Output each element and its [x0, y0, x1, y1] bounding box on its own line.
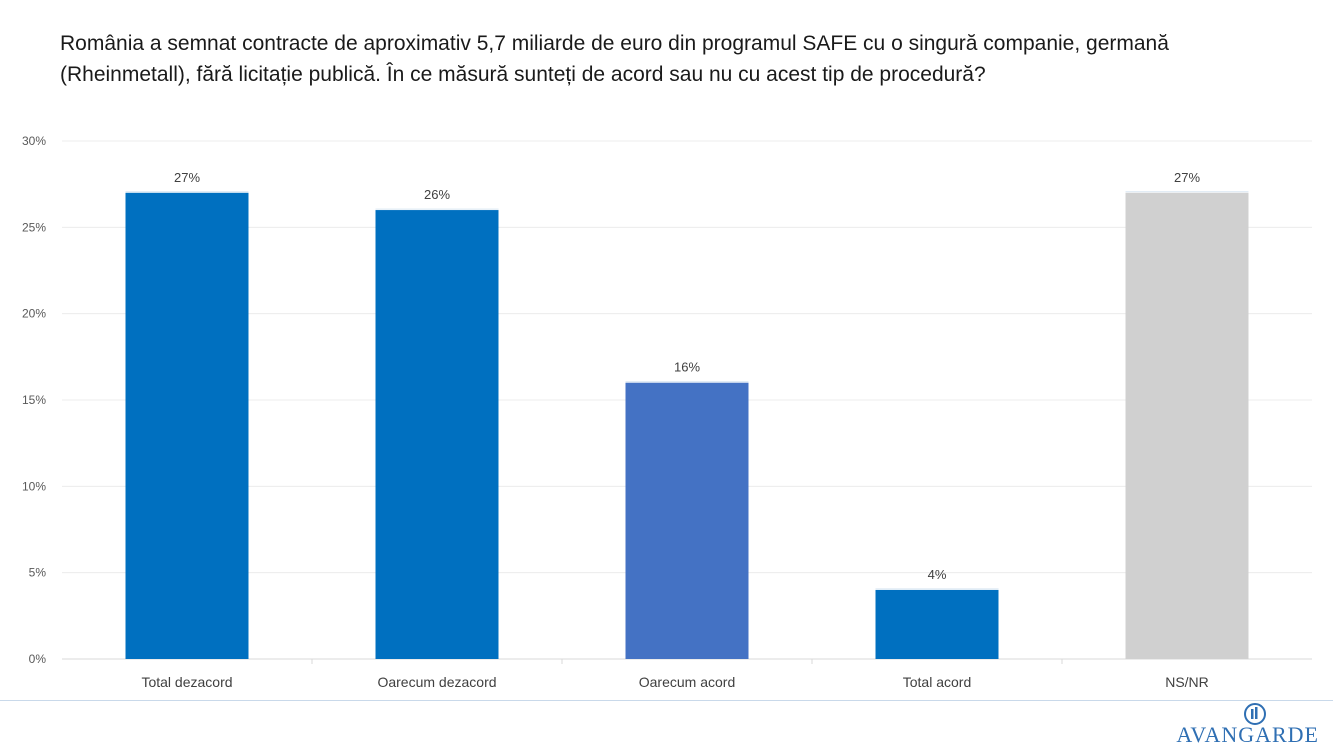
avangarde-logo: AVANGARDE — [1169, 702, 1319, 748]
bar — [875, 589, 999, 659]
data-label: 16% — [674, 360, 700, 375]
y-tick-label: 15% — [22, 393, 46, 407]
bars: 27% 26% 16% 4% 27% — [125, 170, 1249, 660]
y-tick-label: 5% — [29, 566, 47, 580]
x-tick-label: Oarecum dezacord — [377, 674, 496, 690]
bar — [1125, 192, 1249, 660]
data-label: 26% — [424, 187, 450, 202]
avangarde-logo-icon — [1244, 703, 1266, 725]
data-label: 27% — [174, 170, 200, 185]
bar — [125, 192, 249, 660]
chart-title: România a semnat contracte de aproximati… — [60, 32, 1169, 86]
bar — [375, 210, 499, 660]
gridlines — [62, 140, 1312, 660]
data-label: 4% — [928, 567, 947, 582]
x-tick-label: Oarecum acord — [639, 674, 735, 690]
data-label: 27% — [1174, 170, 1200, 185]
logo-text: AVANGARDE — [1176, 722, 1319, 747]
y-axis: 0% 5% 10% 15% 20% 25% 30% — [22, 134, 46, 666]
x-axis: Total dezacord Oarecum dezacord Oarecum ac… — [141, 659, 1209, 690]
y-tick-label: 25% — [22, 220, 46, 234]
bar — [625, 382, 749, 659]
x-tick-label: NS/NR — [1165, 674, 1209, 690]
x-tick-label: Total acord — [903, 674, 971, 690]
x-tick-label: Total dezacord — [141, 674, 232, 690]
y-tick-label: 0% — [29, 652, 47, 666]
footer-divider — [0, 700, 1333, 701]
y-tick-label: 30% — [22, 134, 46, 148]
y-tick-label: 10% — [22, 479, 46, 493]
bar-chart: 0% 5% 10% 15% 20% 25% 30% 27% 26% 16% 4% 27% Total… — [22, 134, 1312, 690]
y-tick-label: 20% — [22, 307, 46, 321]
